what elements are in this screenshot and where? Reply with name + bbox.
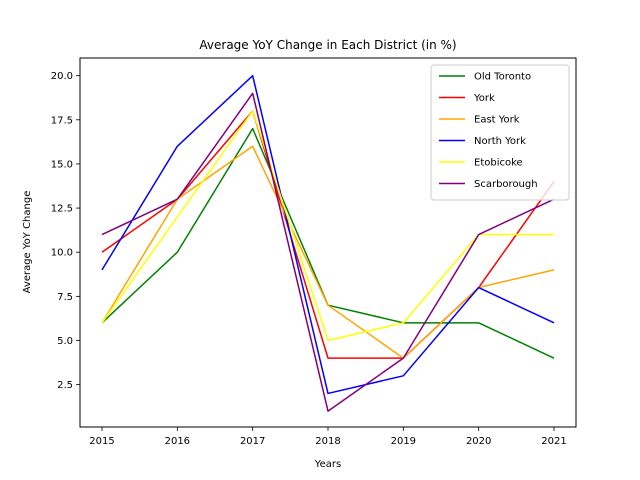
x-tick-label: 2020 bbox=[466, 436, 491, 447]
y-tick-label: 20.0 bbox=[51, 71, 73, 82]
legend-label: East York bbox=[474, 115, 520, 126]
y-tick-label: 5.0 bbox=[57, 336, 73, 347]
x-tick-label: 2017 bbox=[240, 436, 265, 447]
y-tick-label: 10.0 bbox=[51, 248, 73, 259]
x-tick-label: 2016 bbox=[165, 436, 190, 447]
legend: Old Toronto York East York North York Etobic… bbox=[430, 64, 570, 201]
legend-label: Scarborough bbox=[474, 179, 538, 190]
y-tick-label: 2.5 bbox=[57, 380, 73, 391]
chart-title: Average YoY Change in Each District (in … bbox=[199, 38, 456, 52]
x-tick-label: 2019 bbox=[391, 436, 416, 447]
legend-label: North York bbox=[474, 136, 526, 147]
y-tick-label: 12.5 bbox=[51, 204, 73, 215]
series-line-scarborough bbox=[101, 92, 555, 412]
legend-label: Old Toronto bbox=[474, 72, 531, 83]
legend-label: York bbox=[473, 93, 495, 104]
series-line-north-york bbox=[101, 74, 555, 395]
y-tick-label: 17.5 bbox=[51, 115, 73, 126]
x-tick-label: 2021 bbox=[541, 436, 566, 447]
y-axis-label: Average YoY Change bbox=[22, 191, 33, 294]
plot-lines bbox=[101, 74, 555, 412]
y-axis-ticks: 2.5 5.0 7.5 10.0 12.5 15.0 17.5 20.0 bbox=[51, 71, 80, 391]
y-tick-label: 7.5 bbox=[57, 292, 73, 303]
x-axis-ticks: 2015 2016 2017 2018 2019 2020 2021 bbox=[89, 427, 567, 447]
x-tick-label: 2015 bbox=[89, 436, 114, 447]
y-tick-label: 15.0 bbox=[51, 159, 73, 170]
x-axis-label: Years bbox=[314, 459, 341, 470]
x-tick-label: 2018 bbox=[315, 436, 340, 447]
legend-label: Etobicoke bbox=[474, 158, 523, 169]
legend-frame bbox=[430, 64, 570, 201]
